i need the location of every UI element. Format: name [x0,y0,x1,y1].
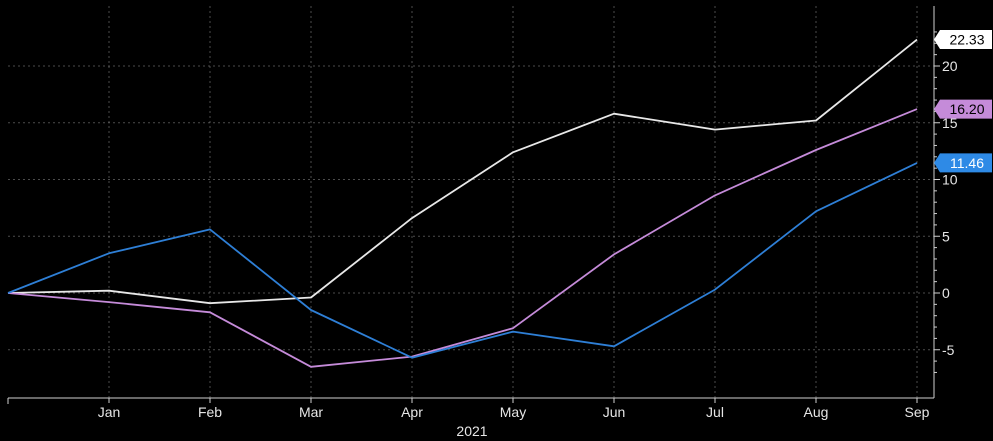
y-tick-label: 5 [942,228,950,244]
series-line-1 [7,38,918,305]
badge-shape [934,99,992,119]
x-tick-label: Apr [401,404,423,420]
series-lines [7,38,918,368]
x-tick-label: Feb [198,404,222,420]
last-value-badge-2: 16.20 [934,99,992,119]
series-line-2 [7,108,918,368]
last-value-badges: 22.33 16.20 11.46 [934,30,992,173]
gridlines [8,6,934,398]
axes [7,6,940,404]
x-tick-label: Jan [98,404,121,420]
last-value-badge-1: 22.33 [934,30,992,50]
x-axis-tick-labels: Jan Feb Mar Apr May Jun Jul Aug Sep [98,404,930,420]
last-value-badge-3: 11.46 [934,153,992,173]
x-tick-label: May [500,404,526,420]
y-axis-tick-labels: 20 15 10 5 0 -5 [942,58,958,358]
y-tick-label: 0 [942,285,950,301]
x-tick-label: Mar [299,404,323,420]
x-tick-label: Jun [603,404,626,420]
x-tick-label: Sep [905,404,930,420]
y-tick-label: 10 [942,172,958,188]
badge-shape [934,153,992,173]
y-tick-label: 15 [942,115,958,131]
badge-value: 16.20 [949,101,984,117]
y-tick-label: 20 [942,58,958,74]
badge-shape [934,30,992,50]
x-axis-year-label: 2021 [456,423,487,439]
badge-value: 22.33 [949,32,984,48]
x-tick-label: Jul [706,404,724,420]
y-tick-label: -5 [942,342,955,358]
series-line-3 [7,162,918,359]
badge-value: 11.46 [950,155,984,171]
x-tick-label: Aug [804,404,829,420]
